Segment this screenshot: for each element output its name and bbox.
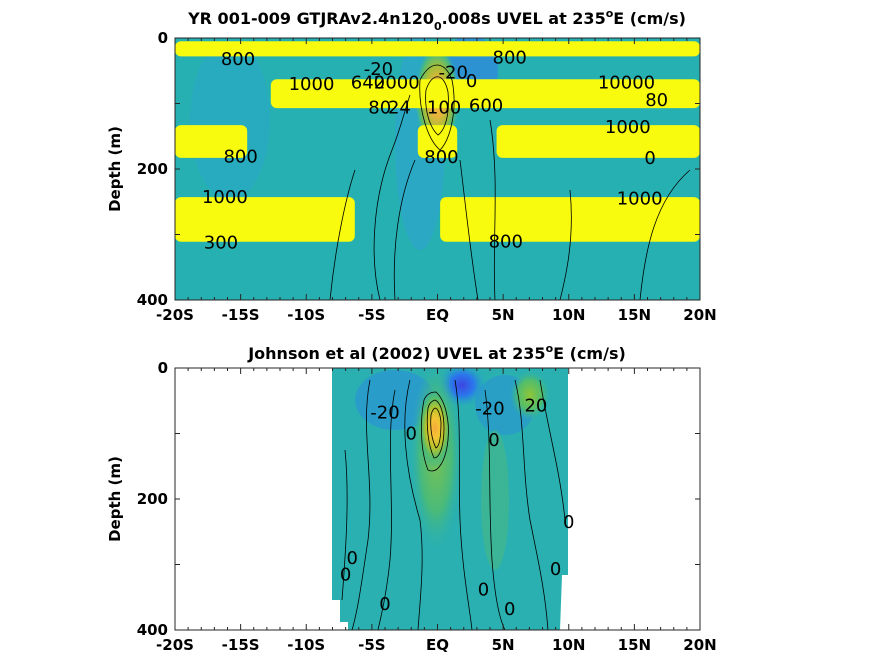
top-yellow-band: [496, 125, 700, 158]
bottom-field: -20 -20 200 0000 0000: [175, 368, 700, 630]
top-panel: YR 001-009 GTJRAv2.4n1200.008s UVEL at 2…: [106, 7, 717, 324]
bottom-undercurrent-core: [417, 388, 453, 468]
bottom-contour-label: -20: [475, 399, 504, 420]
top-yellow-band: [417, 125, 458, 158]
top-contour-label: 300: [204, 232, 238, 253]
top-x-tick-label: -10S: [287, 306, 325, 324]
top-contour-label: 600: [469, 95, 503, 116]
top-chart-title: YR 001-009 GTJRAv2.4n1200.008s UVEL at 2…: [187, 7, 686, 33]
bottom-x-axis: -20S -15S -10S -5S EQ 5N 10N 15N 20N: [156, 368, 717, 654]
bottom-contour-label: 0: [550, 559, 561, 580]
top-contour-label: 80: [368, 97, 391, 118]
bottom-north-band: [481, 430, 509, 570]
bottom-contour-lines: [341, 379, 566, 630]
bottom-contour-label: 20: [524, 395, 547, 416]
top-y-tick-label: 200: [137, 160, 168, 178]
bottom-x-tick-label: -5S: [358, 636, 385, 654]
top-contour-label: 800: [223, 147, 257, 168]
bottom-y-tick-label: 400: [137, 621, 168, 639]
top-y-tick-label: 0: [158, 29, 168, 47]
top-contour-label: 0: [466, 71, 477, 92]
top-x-tick-label: -15S: [222, 306, 260, 324]
top-contour-label: 640: [351, 73, 385, 94]
top-contour-label: 2000: [374, 73, 420, 94]
top-contour-label: 1000: [605, 117, 651, 138]
bottom-contour-label: 0: [406, 424, 417, 445]
top-x-tick-label: EQ: [426, 306, 449, 324]
top-x-axis: -20S -15S -10S -5S EQ 5N 10N 15N 20N: [156, 38, 717, 324]
bottom-contour-label: 0: [563, 512, 574, 533]
top-contour-label: 800: [424, 147, 458, 168]
bottom-y-tick-label: 0: [158, 359, 168, 377]
top-yellow-band: [175, 197, 355, 242]
bottom-x-tick-label: 5N: [492, 636, 515, 654]
top-yellow-band: [175, 41, 700, 57]
bottom-x-tick-label: 20N: [683, 636, 716, 654]
bottom-y-tick-label: 200: [137, 490, 168, 508]
top-x-tick-label: -5S: [358, 306, 385, 324]
bottom-contour-label: 0: [478, 579, 489, 600]
top-contour-label: 1000: [202, 187, 248, 208]
bottom-x-tick-label: -15S: [222, 636, 260, 654]
top-y-axis-label: Depth (m): [106, 126, 124, 212]
top-contour-label: 80: [645, 90, 668, 111]
top-contour-label: -20: [439, 63, 468, 84]
bottom-contour-label: 0: [340, 564, 351, 585]
top-contour-label: 1000: [617, 188, 663, 209]
top-contour-label: 0: [644, 148, 655, 169]
bottom-contour-label: -20: [370, 403, 399, 424]
top-contour-label: 100: [427, 97, 461, 118]
top-contour-label: 800: [221, 49, 255, 70]
bottom-contour-labels: -20 -20 200 0000 0000: [340, 395, 575, 620]
bottom-contour-label: 0: [504, 599, 515, 620]
bottom-x-tick-label: -10S: [287, 636, 325, 654]
top-contour-label: 10000: [598, 73, 655, 94]
bottom-x-tick-label: -20S: [156, 636, 194, 654]
top-westward-flow: [190, 40, 270, 200]
top-x-tick-label: -20S: [156, 306, 194, 324]
top-contour-label: 1000: [289, 74, 335, 95]
top-x-tick-label: 5N: [492, 306, 515, 324]
top-x-tick-label: 10N: [552, 306, 585, 324]
top-contour-lines: [329, 64, 691, 300]
top-contour-label: -20: [364, 59, 393, 80]
top-yellow-band: [175, 125, 248, 158]
top-x-tick-label: 20N: [683, 306, 716, 324]
top-yellow-bands: [175, 41, 700, 242]
top-y-tick-label: 400: [137, 291, 168, 309]
bottom-chart-title: Johnson et al (2002) UVEL at 235oE (cm/s…: [247, 342, 626, 363]
bottom-contour-label: 0: [379, 594, 390, 615]
top-contour-label: 24: [388, 97, 411, 118]
top-contour-label: 800: [489, 232, 523, 253]
bottom-x-tick-label: EQ: [426, 636, 449, 654]
top-x-tick-label: 15N: [618, 306, 651, 324]
bottom-contour-label: 0: [346, 548, 357, 569]
bottom-contour-label: 0: [488, 430, 499, 451]
top-yellow-band: [270, 79, 700, 109]
top-yellow-band: [440, 197, 700, 242]
bottom-panel: Johnson et al (2002) UVEL at 235oE (cm/s…: [106, 342, 717, 654]
bottom-x-tick-label: 10N: [552, 636, 585, 654]
bottom-y-axis-label: Depth (m): [106, 456, 124, 542]
top-contour-label: 800: [493, 48, 527, 69]
bottom-x-tick-label: 15N: [618, 636, 651, 654]
top-y-axis: 0 200 400: [137, 29, 700, 309]
